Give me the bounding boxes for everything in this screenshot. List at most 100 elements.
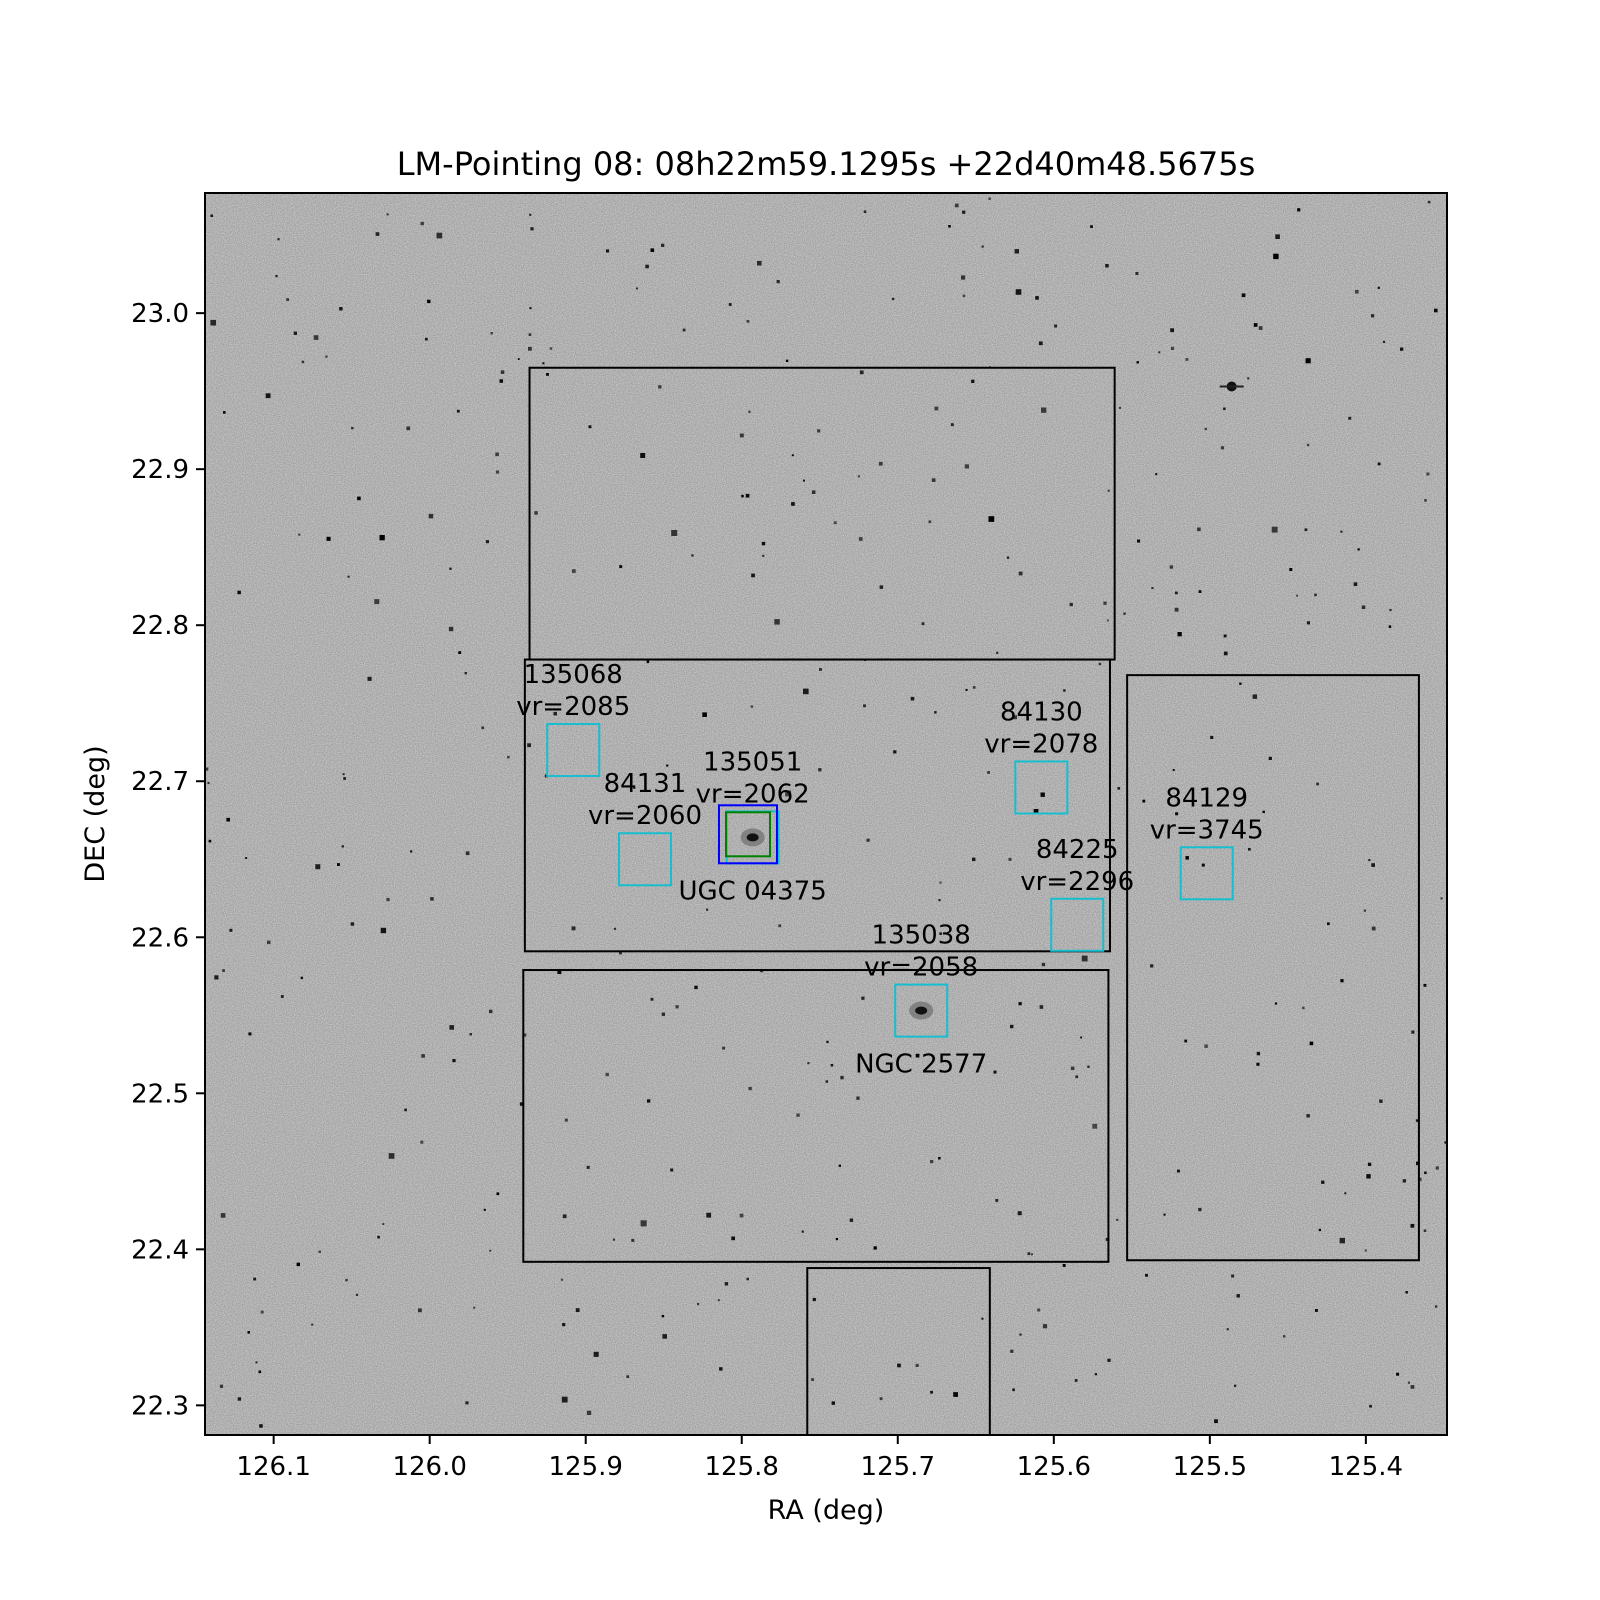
star [835,1238,838,1241]
star [248,1032,252,1036]
star [1369,1404,1372,1408]
star [1247,377,1250,380]
star [562,1214,567,1219]
star [719,1367,723,1371]
star [1041,962,1046,967]
star [449,1025,454,1030]
star [1361,605,1366,609]
star [207,782,210,784]
star [593,668,596,671]
star [1038,341,1043,346]
star [1185,358,1189,361]
star [496,1192,500,1196]
star [523,1033,527,1037]
star [553,711,557,716]
star [560,1278,564,1281]
star [342,773,345,776]
star [1344,1192,1347,1195]
star [495,452,499,457]
star [1305,358,1311,364]
star [1410,1223,1415,1228]
star [357,496,361,501]
y-axis-label: DEC (deg) [80,745,111,882]
y-tick-label: 22.5 [131,1079,189,1109]
source-box [894,983,949,1038]
star [1271,526,1278,533]
star [1014,249,1019,254]
star [456,409,460,413]
star [1090,225,1093,228]
star [562,1323,566,1327]
star [267,940,271,945]
star [650,248,655,252]
star [245,857,248,859]
star [748,410,751,413]
star [812,1297,816,1302]
star [448,626,454,632]
star [691,554,694,557]
star [915,1053,920,1058]
star [1400,347,1404,351]
star [593,1351,599,1357]
star [724,1282,729,1286]
star [1018,1002,1022,1006]
star [293,331,297,335]
star [1396,1372,1400,1376]
star [863,704,866,708]
star [1210,735,1214,739]
star [318,1250,321,1253]
star [301,360,305,364]
star [223,411,226,414]
star [931,478,936,482]
star [586,1165,590,1169]
star [345,1278,348,1282]
star [229,928,233,932]
star [1297,208,1301,212]
galaxy-name-label: UGC 04375 [679,876,827,906]
star [939,881,942,884]
star [1423,1229,1427,1232]
star [1081,955,1088,962]
star [1366,1174,1371,1179]
source-vr-label: vr=2060 [588,801,702,831]
star [517,358,520,360]
star [706,908,709,911]
star [826,1040,829,1044]
footprint-rect [1126,674,1420,1262]
plot-area: 135068vr=208584131vr=2060135051vr=206284… [205,193,1447,1435]
y-tick-label: 22.4 [131,1235,189,1265]
source-vr-label: vr=2296 [1020,867,1134,897]
star [1027,1252,1031,1256]
star [1117,787,1121,790]
star [746,320,750,323]
star [1198,590,1202,593]
star [1410,1385,1415,1389]
star [1062,1264,1066,1267]
star [879,1397,883,1401]
star [1377,286,1380,289]
star [374,599,380,605]
star [326,536,331,541]
source-vr-label: vr=2085 [516,692,630,722]
star [633,786,636,789]
star [1434,308,1438,313]
star [996,651,999,654]
star [1440,897,1443,900]
star [575,1308,580,1312]
star [1080,1036,1083,1039]
star [1256,1051,1261,1056]
star [1155,473,1158,476]
star [388,1153,395,1159]
star [817,429,821,433]
star [995,1199,999,1202]
star [298,533,301,536]
star [1302,1006,1305,1010]
star [694,985,698,990]
star [1223,651,1228,656]
star [1006,556,1010,559]
x-tick-label: 125.9 [548,1452,622,1482]
star [351,426,354,430]
star [280,995,284,998]
star [856,1096,860,1100]
star [1275,234,1280,239]
